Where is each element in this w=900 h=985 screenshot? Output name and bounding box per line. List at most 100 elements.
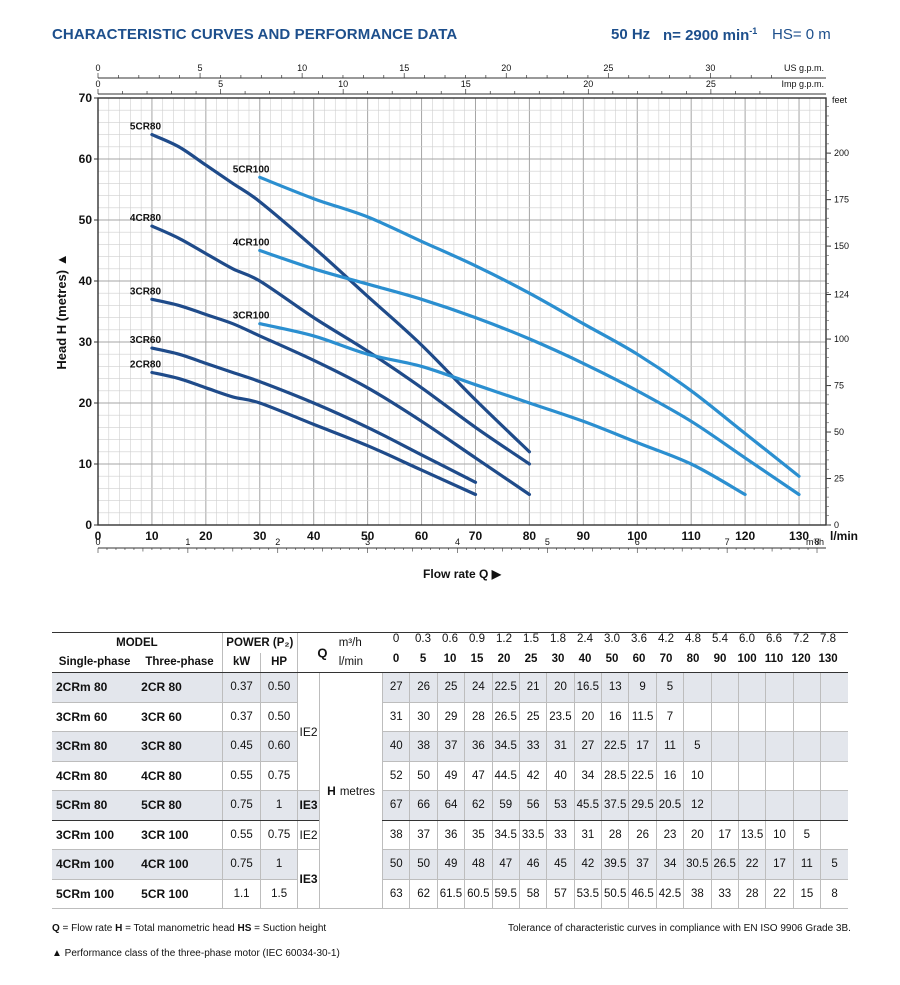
q_lmin-3: 15 xyxy=(470,652,484,665)
head-value: 63 xyxy=(382,879,410,909)
q-unit-m3h: m³/h xyxy=(338,636,362,649)
head-value xyxy=(792,790,821,821)
single-phase-model: 2CRm 80 xyxy=(52,672,138,703)
head-value xyxy=(683,672,712,703)
power-hp: 1 xyxy=(260,790,298,821)
feet-tick-label: 124 xyxy=(834,289,849,299)
head-value: 57 xyxy=(546,879,575,909)
head-value: 21 xyxy=(518,672,547,703)
power-hp: 0.50 xyxy=(260,672,298,703)
x-tick-label: 50 xyxy=(361,529,375,543)
head-value: 13.5 xyxy=(737,820,766,850)
head-value: 10 xyxy=(683,761,712,791)
head-value: 50 xyxy=(382,849,410,880)
usgpm-tick-label: 20 xyxy=(501,63,511,73)
head-value: 64 xyxy=(436,790,465,821)
q_lmin-16: 130 xyxy=(818,652,838,665)
head-value: 28 xyxy=(464,702,493,732)
x-axis-title: Flow rate Q ▶ xyxy=(423,567,502,581)
table-row: 5CRm 80 5CR 80 0.75 1 IE3 67 66 64 62 59 56 53 45.5 3… xyxy=(52,790,848,821)
head-value: 34 xyxy=(573,761,602,791)
head-value: 46.5 xyxy=(628,879,657,909)
head-value: 38 xyxy=(683,879,712,909)
y-tick-label: 50 xyxy=(79,213,93,227)
q-unit-lmin: l/min xyxy=(338,655,363,668)
frequency-label: 50 Hz xyxy=(611,26,651,43)
q_lmin-1: 5 xyxy=(419,652,427,665)
head-value: 30.5 xyxy=(683,849,712,880)
curve-label-4cr100: 4CR100 xyxy=(233,238,270,249)
q_m3h-9: 3.6 xyxy=(631,633,648,645)
head-value: 25 xyxy=(518,702,547,732)
q-header: Q m³/h l/min xyxy=(296,632,383,673)
head-value xyxy=(737,672,766,703)
q-lmin-values: 0 5 10 15 20 25 30 40 50 60 70 80 90 100 110 120 130 xyxy=(382,652,848,673)
head-value: 33 xyxy=(710,879,739,909)
q_lmin-6: 30 xyxy=(551,652,565,665)
head-value: 34.5 xyxy=(491,731,520,762)
head-value: 58 xyxy=(518,879,547,909)
head-value xyxy=(765,761,794,791)
head-value: 67 xyxy=(382,790,410,821)
head-value xyxy=(820,790,848,821)
head-value: 36 xyxy=(464,731,493,762)
power-kw: 0.37 xyxy=(221,702,261,732)
q_m3h-1: 0.3 xyxy=(415,633,432,645)
head-value: 26.5 xyxy=(491,702,520,732)
h-label: H xyxy=(327,783,336,798)
head-value: 26 xyxy=(628,820,657,850)
head-value: 20 xyxy=(573,702,602,732)
feet-axis-label: feet xyxy=(832,95,848,105)
q_m3h-5: 1.5 xyxy=(523,633,540,645)
head-value: 20 xyxy=(546,672,575,703)
m3h-tick-label: 1 xyxy=(185,537,190,547)
m3h-tick-label: 8 xyxy=(815,537,820,547)
head-value xyxy=(710,731,739,762)
q_m3h-2: 0.6 xyxy=(442,633,459,645)
power-hp: 1.5 xyxy=(260,879,298,909)
curve-label-3cr100: 3CR100 xyxy=(233,311,270,322)
head-value: 36 xyxy=(436,820,465,850)
feet-tick-label: 100 xyxy=(834,334,849,344)
impgpm-tick-label: 10 xyxy=(338,79,348,89)
hp-header: HP xyxy=(260,652,298,673)
q_m3h-8: 3.0 xyxy=(604,633,621,645)
table-row: 5CRm 100 5CR 100 1.1 1.5 63 62 61.5 60.5 59.5 58 5… xyxy=(52,879,848,909)
q_lmin-5: 25 xyxy=(524,652,538,665)
head-value: 37.5 xyxy=(601,790,629,821)
x-unit-label: l/min xyxy=(830,529,858,543)
head-value xyxy=(792,731,821,762)
impgpm-tick-label: 0 xyxy=(95,79,100,89)
usgpm-tick-label: 10 xyxy=(297,63,307,73)
q-m3h-values: 0 0.3 0.6 0.9 1.2 1.5 1.8 2.4 3.0 3.6 4.2 4.8 5.4 6.0… xyxy=(382,632,848,653)
table-row: 3CRm 60 3CR 60 0.37 0.50 31 30 29 28 26.5 25 23.5 2… xyxy=(52,702,848,732)
impgpm-tick-label: 25 xyxy=(706,79,716,89)
head-value: 28 xyxy=(737,879,766,909)
x-tick-label: 120 xyxy=(735,529,755,543)
head-value: 17 xyxy=(628,731,657,762)
x-tick-label: 20 xyxy=(199,529,213,543)
head-value: 29.5 xyxy=(628,790,657,821)
q_lmin-7: 40 xyxy=(578,652,592,665)
q_m3h-0: 0 xyxy=(392,633,400,645)
head-value: 23.5 xyxy=(546,702,575,732)
head-value: 10 xyxy=(765,820,794,850)
head-value: 23 xyxy=(655,820,684,850)
suction-height-label: HS= 0 m xyxy=(772,26,831,43)
head-value xyxy=(710,790,739,821)
hs-abbr: HS xyxy=(237,923,252,934)
head-value: 33 xyxy=(518,731,547,762)
m3h-tick-label: 7 xyxy=(725,537,730,547)
head-value: 11 xyxy=(655,731,684,762)
head-value: 12 xyxy=(683,790,712,821)
head-value xyxy=(820,761,848,791)
page-title: CHARACTERISTIC CURVES AND PERFORMANCE DA… xyxy=(52,26,458,43)
motor-class-note: ▲ Performance class of the three-phase m… xyxy=(52,948,340,959)
curve-label-2cr80: 2CR80 xyxy=(130,360,162,371)
feet-tick-label: 200 xyxy=(834,148,849,158)
m3h-tick-label: 4 xyxy=(455,537,460,547)
head-value: 20 xyxy=(683,820,712,850)
head-value: 48 xyxy=(464,849,493,880)
m3h-tick-label: 5 xyxy=(545,537,550,547)
